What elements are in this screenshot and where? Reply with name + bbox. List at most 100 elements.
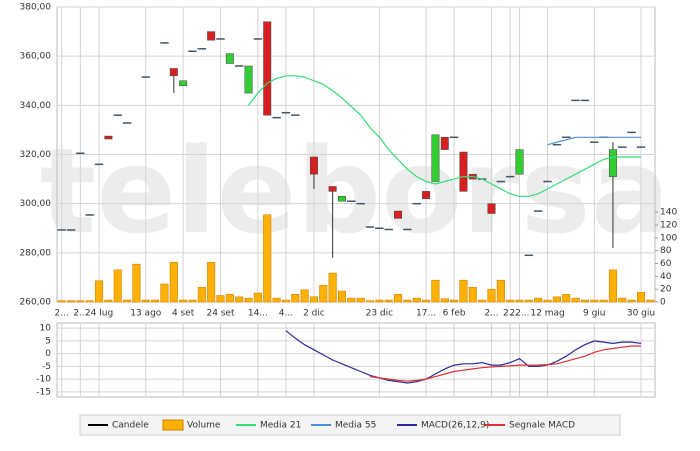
watermark: teleborsa xyxy=(40,122,671,260)
candle-body xyxy=(422,191,431,199)
y-tick-label: 280,00 xyxy=(20,248,52,258)
candle-body xyxy=(179,80,188,86)
candle-body xyxy=(459,151,468,192)
candle-body xyxy=(356,202,365,205)
y-tick-label: 320,00 xyxy=(20,150,52,160)
candle-body xyxy=(394,210,403,219)
candle-body xyxy=(515,149,524,175)
volume-bar xyxy=(534,297,543,303)
y2-tick-label: 0 xyxy=(660,298,666,308)
candle-body xyxy=(440,137,449,150)
y2-tick-label: 80 xyxy=(660,246,672,256)
legend-label: Candele xyxy=(112,421,149,431)
volume-bar xyxy=(272,297,281,303)
volume-bar xyxy=(636,292,646,303)
candle-body xyxy=(496,180,506,183)
candle-body xyxy=(272,116,281,119)
candle-body xyxy=(543,180,552,183)
line-series xyxy=(285,330,642,384)
volume-bar xyxy=(160,283,169,303)
volume-bar xyxy=(244,297,253,303)
candle-body xyxy=(216,38,225,40)
volume-bar xyxy=(422,299,431,303)
x-tick-label: 22... xyxy=(509,309,529,319)
volume-bar xyxy=(431,279,440,303)
volume-bar xyxy=(300,289,309,303)
y2-tick-label: 120 xyxy=(660,221,677,231)
x-tick-label: 30 giu xyxy=(627,309,655,319)
candle-body xyxy=(636,146,646,148)
y-tick-label: 10 xyxy=(40,324,52,334)
volume-bar xyxy=(459,279,468,303)
volume-bar xyxy=(151,299,160,303)
volume-bar xyxy=(188,299,197,303)
volume-bar xyxy=(365,300,375,303)
volume-bar xyxy=(627,299,636,303)
candle-body xyxy=(580,99,590,102)
volume-bar xyxy=(76,300,85,303)
volume-bar xyxy=(225,294,234,303)
candle-body xyxy=(104,135,113,140)
x-tick-label: 14... xyxy=(248,309,268,319)
candle-body xyxy=(590,141,599,143)
candle-body xyxy=(524,254,534,257)
candle-body xyxy=(552,143,562,146)
candle-body xyxy=(571,99,580,102)
volume-bar xyxy=(57,300,66,303)
y2-tick-label: 100 xyxy=(660,233,677,243)
candle-body xyxy=(309,156,318,175)
volume-bar xyxy=(580,299,589,303)
candle-body xyxy=(291,114,300,116)
candle-body xyxy=(431,134,440,182)
volume-bar xyxy=(291,294,300,303)
y-tick-label: 380,00 xyxy=(20,3,52,13)
candle-body xyxy=(244,65,253,94)
candle-body xyxy=(365,226,375,228)
candle-body xyxy=(169,68,178,77)
volume-bar xyxy=(562,294,571,303)
candle-body xyxy=(263,21,272,116)
candle-body xyxy=(384,228,393,231)
y-tick-label: 5 xyxy=(45,336,51,346)
volume-bar xyxy=(104,299,113,303)
candle-body xyxy=(505,175,515,178)
volume-bar xyxy=(123,299,132,303)
x-tick-label: 6 feb xyxy=(443,309,466,319)
candle-body xyxy=(627,131,636,134)
x-tick-label: 2... xyxy=(484,309,498,319)
candle-body xyxy=(57,229,66,231)
legend-label: Volume xyxy=(187,421,221,431)
candle-body xyxy=(234,65,244,67)
volume-bar xyxy=(281,299,290,303)
candle-body xyxy=(225,53,234,64)
candle-body xyxy=(281,111,291,114)
volume-bar xyxy=(216,295,225,303)
y-tick-label: 260,00 xyxy=(20,298,52,308)
volume-bar xyxy=(440,298,449,303)
x-tick-label: 4 set xyxy=(172,309,195,319)
x-tick-label: 2 dic xyxy=(303,309,325,319)
x-tick-label: 4... xyxy=(279,309,293,319)
y-tick-label: -15 xyxy=(36,387,51,397)
x-tick-label: 24 set xyxy=(206,309,235,319)
candle-body xyxy=(347,200,356,202)
volume-bar xyxy=(412,297,421,303)
candle-body xyxy=(337,196,346,202)
candle-body xyxy=(141,76,150,78)
y2-tick-label: 20 xyxy=(660,285,672,295)
y-tick-label: -10 xyxy=(36,375,51,385)
x-tick-label: 2... xyxy=(55,309,69,319)
volume-bar xyxy=(328,272,337,303)
candle-body xyxy=(449,136,459,139)
y-tick-label: 300,00 xyxy=(20,199,52,209)
candle-body xyxy=(487,203,496,214)
volume-bar xyxy=(132,263,141,303)
y2-tick-label: 60 xyxy=(660,259,672,269)
volume-bar xyxy=(356,297,365,303)
volume-bar xyxy=(524,299,533,303)
line-series xyxy=(547,136,641,146)
y2-tick-label: 40 xyxy=(660,272,672,282)
candle-body xyxy=(412,202,421,205)
candle-body xyxy=(618,146,627,148)
volume-bar xyxy=(141,299,150,303)
